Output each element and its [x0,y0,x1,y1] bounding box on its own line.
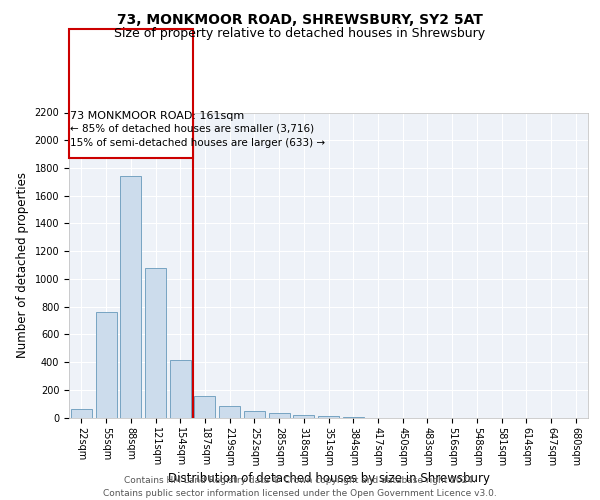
Text: ← 85% of detached houses are smaller (3,716): ← 85% of detached houses are smaller (3,… [70,124,314,134]
Text: 15% of semi-detached houses are larger (633) →: 15% of semi-detached houses are larger (… [70,138,325,148]
Bar [343,417,364,418]
Bar [120,176,141,418]
Bar [69,30,193,158]
Bar [170,360,191,418]
Bar [194,396,215,417]
Bar [318,416,339,418]
Text: Size of property relative to detached houses in Shrewsbury: Size of property relative to detached ho… [115,28,485,40]
Bar [269,412,290,418]
Bar [293,414,314,418]
Text: Contains HM Land Registry data © Crown copyright and database right 2024.
Contai: Contains HM Land Registry data © Crown c… [103,476,497,498]
Bar [244,412,265,418]
Bar [71,409,92,418]
X-axis label: Distribution of detached houses by size in Shrewsbury: Distribution of detached houses by size … [167,472,490,486]
Bar [145,268,166,418]
Y-axis label: Number of detached properties: Number of detached properties [16,172,29,358]
Bar [95,312,116,418]
Bar [219,406,240,418]
Text: 73 MONKMOOR ROAD: 161sqm: 73 MONKMOOR ROAD: 161sqm [70,112,244,122]
Text: 73, MONKMOOR ROAD, SHREWSBURY, SY2 5AT: 73, MONKMOOR ROAD, SHREWSBURY, SY2 5AT [117,12,483,26]
